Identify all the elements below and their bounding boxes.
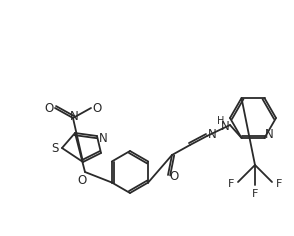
Text: N: N [265,128,274,141]
Text: N: N [98,131,107,144]
Text: F: F [252,189,258,199]
Text: N: N [208,127,216,140]
Text: O: O [44,102,54,115]
Text: O: O [92,102,102,115]
Text: F: F [228,179,234,189]
Text: N: N [70,110,78,122]
Text: S: S [51,143,59,156]
Text: N: N [220,121,229,134]
Text: H: H [217,117,224,126]
Text: O: O [77,173,87,186]
Text: F: F [276,179,282,189]
Text: O: O [169,170,179,184]
